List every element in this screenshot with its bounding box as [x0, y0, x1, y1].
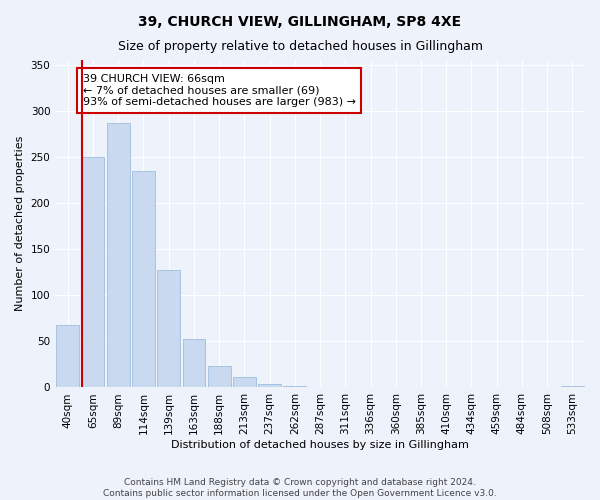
Bar — [561, 386, 584, 388]
Text: Size of property relative to detached houses in Gillingham: Size of property relative to detached ho… — [118, 40, 482, 53]
Bar — [132, 170, 155, 388]
Bar — [258, 384, 281, 388]
Bar — [309, 386, 331, 388]
Bar — [182, 340, 205, 388]
X-axis label: Distribution of detached houses by size in Gillingham: Distribution of detached houses by size … — [171, 440, 469, 450]
Bar — [233, 378, 256, 388]
Text: Contains HM Land Registry data © Crown copyright and database right 2024.
Contai: Contains HM Land Registry data © Crown c… — [103, 478, 497, 498]
Text: 39 CHURCH VIEW: 66sqm
← 7% of detached houses are smaller (69)
93% of semi-detac: 39 CHURCH VIEW: 66sqm ← 7% of detached h… — [83, 74, 356, 107]
Bar — [82, 157, 104, 388]
Bar — [107, 122, 130, 388]
Bar — [56, 324, 79, 388]
Y-axis label: Number of detached properties: Number of detached properties — [15, 136, 25, 312]
Bar — [283, 386, 306, 388]
Bar — [208, 366, 230, 388]
Bar — [157, 270, 180, 388]
Text: 39, CHURCH VIEW, GILLINGHAM, SP8 4XE: 39, CHURCH VIEW, GILLINGHAM, SP8 4XE — [139, 15, 461, 29]
